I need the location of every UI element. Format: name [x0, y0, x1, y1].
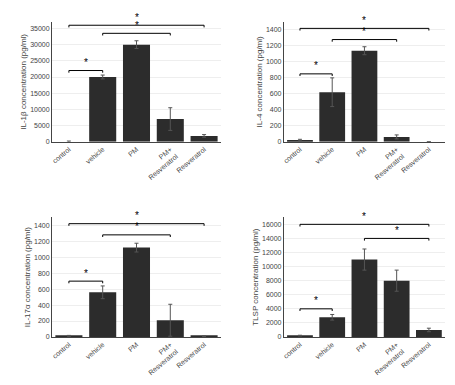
- svg-text:PM: PM: [355, 341, 368, 353]
- svg-text:10000: 10000: [30, 106, 50, 113]
- svg-text:12000: 12000: [262, 249, 282, 256]
- svg-text:20000: 20000: [30, 73, 50, 80]
- svg-text:14000: 14000: [262, 235, 282, 242]
- svg-text:IL-17α concentration (pg/ml): IL-17α concentration (pg/ml): [23, 227, 32, 328]
- svg-text:control: control: [51, 145, 72, 164]
- svg-text:*: *: [362, 26, 366, 37]
- svg-text:*: *: [84, 57, 88, 68]
- svg-text:*: *: [395, 225, 399, 236]
- svg-text:TLSP concentration (pg/ml): TLSP concentration (pg/ml): [251, 228, 260, 326]
- svg-text:vehicle: vehicle: [314, 341, 335, 360]
- svg-text:*: *: [362, 211, 366, 222]
- svg-text:IL-1β concentration (pg/ml): IL-1β concentration (pg/ml): [19, 34, 28, 130]
- svg-text:control: control: [282, 341, 303, 360]
- svg-text:PM+Resveratrol: PM+Resveratrol: [141, 341, 179, 377]
- svg-text:Resveratrol: Resveratrol: [400, 145, 432, 174]
- svg-text:6000: 6000: [266, 291, 282, 298]
- svg-text:1400: 1400: [266, 26, 282, 33]
- svg-text:PM+Resveratrol: PM+Resveratrol: [141, 145, 179, 181]
- svg-text:*: *: [314, 295, 318, 306]
- svg-text:*: *: [135, 210, 139, 221]
- svg-text:vehicle: vehicle: [314, 146, 335, 165]
- svg-text:PM+Resveratrol: PM+Resveratrol: [368, 145, 406, 181]
- svg-text:800: 800: [38, 270, 50, 277]
- svg-text:2000: 2000: [266, 319, 282, 326]
- svg-text:*: *: [362, 15, 366, 26]
- svg-text:400: 400: [270, 106, 282, 113]
- svg-text:30000: 30000: [30, 41, 50, 48]
- svg-text:PM: PM: [127, 341, 140, 353]
- svg-text:1000: 1000: [266, 58, 282, 65]
- svg-text:25000: 25000: [30, 57, 50, 64]
- svg-text:vehicle: vehicle: [84, 341, 105, 360]
- svg-text:Resveratrol: Resveratrol: [175, 341, 207, 370]
- svg-text:15000: 15000: [30, 90, 50, 97]
- svg-text:*: *: [135, 221, 139, 232]
- svg-text:200: 200: [270, 122, 282, 129]
- svg-text:Resveratrol: Resveratrol: [175, 145, 207, 174]
- svg-text:800: 800: [270, 74, 282, 81]
- svg-text:8000: 8000: [266, 277, 282, 284]
- svg-text:IL-4 concentration (pg/ml): IL-4 concentration (pg/ml): [255, 36, 264, 127]
- svg-text:*: *: [135, 12, 139, 23]
- svg-text:*: *: [135, 20, 139, 31]
- svg-text:35000: 35000: [30, 25, 50, 32]
- svg-text:vehicle: vehicle: [84, 146, 105, 165]
- svg-text:5000: 5000: [34, 122, 50, 129]
- svg-text:0: 0: [278, 333, 282, 340]
- svg-text:0: 0: [278, 138, 282, 145]
- svg-text:1200: 1200: [266, 42, 282, 49]
- svg-text:1200: 1200: [34, 238, 50, 245]
- svg-text:*: *: [314, 60, 318, 71]
- svg-text:4000: 4000: [266, 305, 282, 312]
- svg-text:400: 400: [38, 302, 50, 309]
- svg-text:1400: 1400: [34, 222, 50, 229]
- svg-text:0: 0: [46, 138, 50, 145]
- svg-text:control: control: [51, 341, 72, 360]
- svg-text:control: control: [282, 145, 303, 164]
- svg-text:*: *: [84, 268, 88, 279]
- svg-text:10000: 10000: [262, 263, 282, 270]
- svg-text:1000: 1000: [34, 254, 50, 261]
- svg-text:16000: 16000: [262, 221, 282, 228]
- svg-text:Resveratrol: Resveratrol: [400, 341, 432, 370]
- svg-text:PM+Resveratrol: PM+Resveratrol: [368, 341, 406, 377]
- svg-text:PM: PM: [355, 146, 368, 158]
- svg-text:600: 600: [270, 90, 282, 97]
- svg-text:600: 600: [38, 286, 50, 293]
- svg-text:200: 200: [38, 317, 50, 324]
- svg-text:0: 0: [46, 333, 50, 340]
- svg-text:PM: PM: [127, 146, 140, 158]
